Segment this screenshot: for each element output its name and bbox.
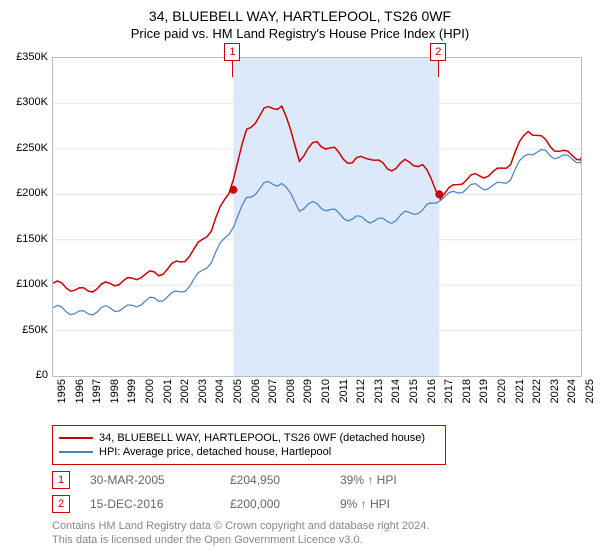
y-axis-label: £300K	[16, 96, 48, 108]
sale-price: £200,000	[230, 497, 340, 511]
x-axis-label: 2013	[373, 379, 385, 403]
x-axis-label: 2003	[197, 379, 209, 403]
x-axis-label: 2009	[302, 379, 314, 403]
sale-flag: 1	[224, 43, 240, 61]
x-axis-label: 2020	[496, 379, 508, 403]
sale-date: 15-DEC-2016	[90, 497, 230, 511]
plot-svg	[53, 58, 581, 376]
y-axis-label: £250K	[16, 142, 48, 154]
sale-row: 1 30-MAR-2005£204,95039% ↑ HPI	[52, 471, 592, 489]
x-axis-label: 2011	[338, 379, 350, 403]
x-axis-label: 2014	[390, 379, 402, 403]
x-axis-label: 1995	[56, 379, 68, 403]
sales-table: 1 30-MAR-2005£204,95039% ↑ HPI 2 15-DEC-201…	[52, 471, 592, 513]
x-axis-label: 2010	[320, 379, 332, 403]
x-axis-label: 2022	[531, 379, 543, 403]
x-axis-label: 2007	[267, 379, 279, 403]
x-axis-label: 2001	[162, 379, 174, 403]
y-axis-label: £150K	[16, 233, 48, 245]
x-axis-label: 2021	[514, 379, 526, 403]
y-axis-label: £350K	[16, 51, 48, 63]
x-axis-label: 2025	[584, 379, 596, 403]
y-axis-label: £200K	[16, 187, 48, 199]
legend-item: HPI: Average price, detached house, Hart…	[59, 446, 439, 458]
sale-row: 2 15-DEC-2016£200,0009% ↑ HPI	[52, 495, 592, 513]
sale-date: 30-MAR-2005	[90, 473, 230, 487]
x-axis-label: 2019	[478, 379, 490, 403]
legend-label: HPI: Average price, detached house, Hart…	[99, 446, 331, 458]
y-axis-label: £100K	[16, 278, 48, 290]
x-axis-label: 2023	[549, 379, 561, 403]
attribution-line-1: Contains HM Land Registry data © Crown c…	[52, 519, 592, 533]
legend-swatch	[59, 437, 93, 439]
x-axis-label: 1996	[74, 379, 86, 403]
x-axis-label: 2008	[285, 379, 297, 403]
attribution: Contains HM Land Registry data © Crown c…	[52, 519, 592, 548]
y-axis-label: £0	[36, 369, 48, 381]
plot-frame	[52, 57, 582, 377]
sale-flag: 2	[430, 43, 446, 61]
x-axis-label: 2018	[461, 379, 473, 403]
x-axis-label: 1999	[126, 379, 138, 403]
chart-title: 34, BLUEBELL WAY, HARTLEPOOL, TS26 0WF	[8, 8, 592, 24]
sale-vs-hpi: 39% ↑ HPI	[340, 473, 397, 487]
sale-badge: 1	[52, 471, 70, 489]
x-axis-label: 2024	[566, 379, 578, 403]
legend-label: 34, BLUEBELL WAY, HARTLEPOOL, TS26 0WF (…	[99, 432, 425, 444]
x-axis-label: 2017	[443, 379, 455, 403]
x-axis-label: 2000	[144, 379, 156, 403]
attribution-line-2: This data is licensed under the Open Gov…	[52, 533, 592, 547]
legend-swatch	[59, 451, 93, 453]
y-axis-label: £50K	[22, 324, 48, 336]
x-axis-label: 2015	[408, 379, 420, 403]
legend-box: 34, BLUEBELL WAY, HARTLEPOOL, TS26 0WF (…	[52, 425, 446, 465]
x-axis-label: 2016	[426, 379, 438, 403]
sale-badge: 2	[52, 495, 70, 513]
x-axis-label: 2012	[355, 379, 367, 403]
x-axis-label: 1998	[109, 379, 121, 403]
x-axis-label: 1997	[91, 379, 103, 403]
legend-item: 34, BLUEBELL WAY, HARTLEPOOL, TS26 0WF (…	[59, 432, 439, 444]
sale-price: £204,950	[230, 473, 340, 487]
x-axis-label: 2006	[250, 379, 262, 403]
x-axis-label: 2005	[232, 379, 244, 403]
chart-subtitle: Price paid vs. HM Land Registry's House …	[8, 26, 592, 41]
chart-area: £0 £50K £100K £150K £200K £250K £300K £350K 199…	[8, 49, 592, 419]
x-axis-label: 2002	[179, 379, 191, 403]
x-axis-label: 2004	[214, 379, 226, 403]
sale-vs-hpi: 9% ↑ HPI	[340, 497, 390, 511]
